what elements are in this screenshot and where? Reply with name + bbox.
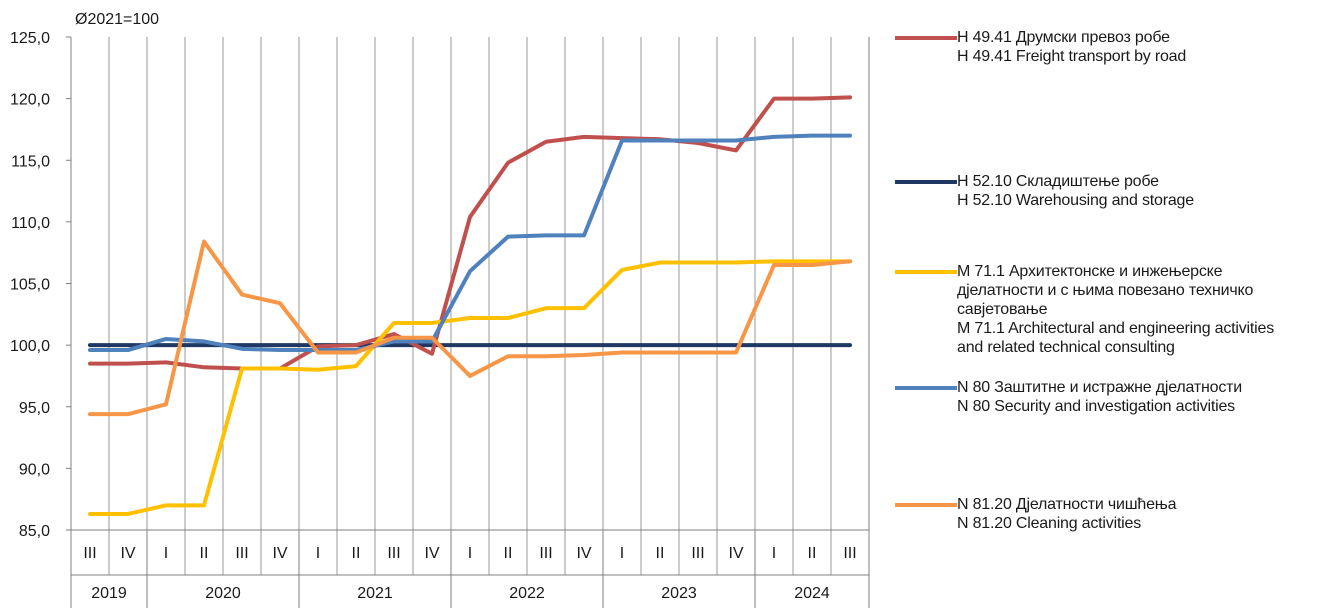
- quarter-label: II: [808, 545, 817, 562]
- unit-label: Ø2021=100: [75, 11, 159, 28]
- quarter-label: I: [772, 545, 776, 562]
- legend-label: M 71.1 Архитектонске и инжењерске дјелат…: [957, 263, 1275, 356]
- legend-label: N 81.20 Дјелатности чишћења N 81.20 Clea…: [957, 496, 1177, 532]
- quarter-label: II: [656, 545, 665, 562]
- quarter-label: III: [539, 545, 552, 562]
- quarter-label: I: [468, 545, 472, 562]
- y-tick-label: 110,0: [11, 215, 50, 232]
- y-tick-label: 100,0: [10, 338, 50, 355]
- quarter-label: III: [235, 545, 248, 562]
- quarter-label: III: [387, 545, 400, 562]
- series-line: [88, 239, 852, 417]
- quarter-label: III: [843, 545, 856, 562]
- quarter-label: III: [691, 545, 704, 562]
- quarter-label: IV: [120, 545, 135, 562]
- legend-label: N 80 Заштитне и истражне дјелатности N 8…: [957, 379, 1243, 415]
- year-label: 2022: [509, 585, 545, 602]
- legend-label: H 52.10 Складиштење робе H 52.10 Warehou…: [957, 173, 1194, 209]
- series-line: [88, 259, 852, 516]
- year-label: 2020: [205, 585, 241, 602]
- legend-swatch: [895, 503, 957, 507]
- y-tick-label: 105,0: [10, 277, 50, 294]
- y-tick-label: 95,0: [19, 400, 50, 417]
- quarter-label: II: [200, 545, 209, 562]
- year-label: 2019: [91, 585, 127, 602]
- quarter-label: IV: [728, 545, 743, 562]
- year-label: 2024: [794, 585, 830, 602]
- quarter-label: II: [504, 545, 513, 562]
- quarter-label: II: [352, 545, 361, 562]
- legend-label: H 49.41 Друмски превоз робе H 49.41 Frei…: [957, 29, 1187, 65]
- legend-swatch: [895, 36, 957, 40]
- quarter-label: IV: [576, 545, 591, 562]
- quarter-label: I: [164, 545, 168, 562]
- quarter-label: IV: [272, 545, 287, 562]
- y-tick-label: 115,0: [11, 153, 50, 170]
- year-label: 2023: [661, 585, 697, 602]
- quarter-label: IV: [424, 545, 439, 562]
- y-tick-label: 85,0: [19, 523, 50, 540]
- quarter-label: I: [620, 545, 624, 562]
- legend-swatch: [895, 386, 957, 390]
- legend-swatch: [895, 180, 957, 184]
- series-line: [88, 95, 852, 371]
- line-chart: 2019 2020 2021 2022 2023 2024 85,0 90,0 95,0 100,…: [10, 11, 870, 608]
- series-line: [88, 133, 852, 353]
- quarter-label: I: [316, 545, 320, 562]
- quarter-label: III: [83, 545, 96, 562]
- legend-swatch: [895, 270, 957, 274]
- year-label: 2021: [357, 585, 393, 602]
- y-tick-label: 125,0: [10, 30, 50, 47]
- y-tick-label: 90,0: [19, 461, 50, 478]
- y-tick-label: 120,0: [10, 92, 50, 109]
